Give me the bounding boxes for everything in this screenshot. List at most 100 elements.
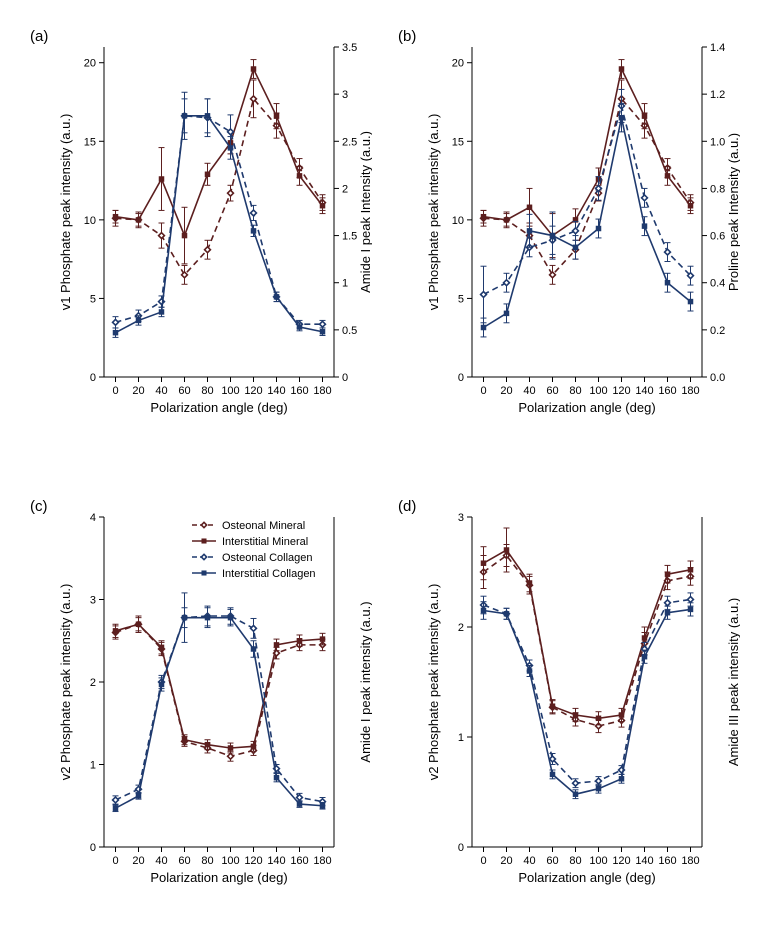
legend-item-label: Osteonal Mineral — [222, 520, 305, 532]
svg-text:3: 3 — [342, 89, 348, 101]
svg-text:160: 160 — [658, 385, 676, 397]
svg-text:80: 80 — [569, 385, 581, 397]
svg-text:20: 20 — [500, 385, 512, 397]
svg-text:5: 5 — [90, 293, 96, 305]
svg-text:60: 60 — [178, 855, 190, 867]
figure-container: (a)020406080100120140160180Polarization … — [0, 0, 762, 952]
svg-text:160: 160 — [290, 385, 308, 397]
svg-text:0: 0 — [458, 842, 464, 854]
y-left-label: v2 Phosphate peak intensity (a.u.) — [426, 584, 441, 781]
chart-a: 020406080100120140160180Polarization ang… — [52, 35, 372, 425]
svg-text:80: 80 — [569, 855, 581, 867]
legend-item-label: Osteonal Collagen — [222, 552, 313, 564]
svg-text:40: 40 — [155, 385, 167, 397]
svg-text:1.0: 1.0 — [710, 136, 725, 148]
svg-text:80: 80 — [201, 385, 213, 397]
svg-text:120: 120 — [612, 855, 630, 867]
y-left-label: v2 Phosphate peak intensity (a.u.) — [58, 584, 73, 781]
svg-text:3: 3 — [90, 595, 96, 607]
svg-text:0: 0 — [90, 842, 96, 854]
chart-d: 020406080100120140160180Polarization ang… — [420, 505, 740, 895]
svg-text:60: 60 — [546, 855, 558, 867]
chart-b: 020406080100120140160180Polarization ang… — [420, 35, 740, 425]
svg-text:40: 40 — [523, 385, 535, 397]
svg-text:40: 40 — [523, 855, 535, 867]
svg-text:120: 120 — [244, 855, 262, 867]
svg-text:3: 3 — [458, 512, 464, 524]
x-axis-label: Polarization angle (deg) — [150, 400, 287, 415]
svg-text:2: 2 — [342, 183, 348, 195]
svg-text:100: 100 — [221, 855, 239, 867]
svg-text:20: 20 — [500, 855, 512, 867]
legend-item-label: Interstitial Mineral — [222, 536, 308, 548]
svg-text:1.2: 1.2 — [710, 89, 725, 101]
svg-text:0.4: 0.4 — [710, 278, 725, 290]
svg-text:180: 180 — [681, 855, 699, 867]
svg-text:0.6: 0.6 — [710, 231, 725, 243]
svg-text:100: 100 — [589, 385, 607, 397]
svg-text:2: 2 — [90, 677, 96, 689]
panel-label-d: (d) — [398, 498, 416, 515]
svg-text:160: 160 — [658, 855, 676, 867]
svg-text:20: 20 — [132, 385, 144, 397]
svg-text:15: 15 — [452, 136, 464, 148]
panel-label-b: (b) — [398, 28, 416, 45]
svg-text:1: 1 — [342, 278, 348, 290]
chart-c: 020406080100120140160180Polarization ang… — [52, 505, 372, 895]
svg-text:1: 1 — [458, 732, 464, 744]
x-axis-label: Polarization angle (deg) — [150, 870, 287, 885]
svg-text:4: 4 — [90, 512, 96, 524]
svg-text:0.2: 0.2 — [710, 325, 725, 337]
y-right-label: Amide III peak intensity (a.u.) — [726, 598, 740, 766]
svg-text:60: 60 — [178, 385, 190, 397]
svg-text:10: 10 — [452, 215, 464, 227]
svg-text:2.5: 2.5 — [342, 136, 357, 148]
svg-text:5: 5 — [458, 293, 464, 305]
y-left-label: v1 Phosphate peak intensity (a.u.) — [58, 114, 73, 311]
svg-text:140: 140 — [267, 385, 285, 397]
svg-text:60: 60 — [546, 385, 558, 397]
svg-text:120: 120 — [612, 385, 630, 397]
y-right-label: Proline peak Intensity (a.u.) — [726, 133, 740, 291]
svg-text:0.8: 0.8 — [710, 183, 725, 195]
x-axis-label: Polarization angle (deg) — [518, 870, 655, 885]
svg-text:0.0: 0.0 — [710, 372, 725, 384]
svg-text:0: 0 — [342, 372, 348, 384]
svg-text:0: 0 — [112, 855, 118, 867]
legend: Osteonal Mineral Interstitial Mineral Oste… — [192, 520, 316, 580]
y-left-label: v1 Phosphate peak intensity (a.u.) — [426, 114, 441, 311]
svg-text:2: 2 — [458, 622, 464, 634]
svg-text:1.5: 1.5 — [342, 231, 357, 243]
svg-text:0: 0 — [90, 372, 96, 384]
svg-text:180: 180 — [681, 385, 699, 397]
svg-text:100: 100 — [589, 855, 607, 867]
panel-label-c: (c) — [30, 498, 48, 515]
y-right-label: Amide I peak intensity (a.u.) — [358, 601, 372, 762]
svg-text:0: 0 — [480, 855, 486, 867]
x-axis-label: Polarization angle (deg) — [518, 400, 655, 415]
svg-text:180: 180 — [313, 385, 331, 397]
svg-text:20: 20 — [84, 58, 96, 70]
svg-text:1: 1 — [90, 760, 96, 772]
svg-text:140: 140 — [267, 855, 285, 867]
svg-text:180: 180 — [313, 855, 331, 867]
y-right-label: Amide I peak Intensity (a.u.) — [358, 131, 372, 293]
svg-text:20: 20 — [132, 855, 144, 867]
svg-text:10: 10 — [84, 215, 96, 227]
svg-text:140: 140 — [635, 385, 653, 397]
panel-label-a: (a) — [30, 28, 48, 45]
svg-text:15: 15 — [84, 136, 96, 148]
svg-text:160: 160 — [290, 855, 308, 867]
svg-text:0: 0 — [112, 385, 118, 397]
svg-text:0.5: 0.5 — [342, 325, 357, 337]
svg-text:140: 140 — [635, 855, 653, 867]
svg-text:20: 20 — [452, 58, 464, 70]
svg-text:0: 0 — [480, 385, 486, 397]
legend-item-label: Interstitial Collagen — [222, 568, 316, 580]
svg-text:1.4: 1.4 — [710, 42, 725, 54]
svg-text:40: 40 — [155, 855, 167, 867]
svg-text:80: 80 — [201, 855, 213, 867]
svg-text:100: 100 — [221, 385, 239, 397]
svg-text:0: 0 — [458, 372, 464, 384]
svg-text:120: 120 — [244, 385, 262, 397]
